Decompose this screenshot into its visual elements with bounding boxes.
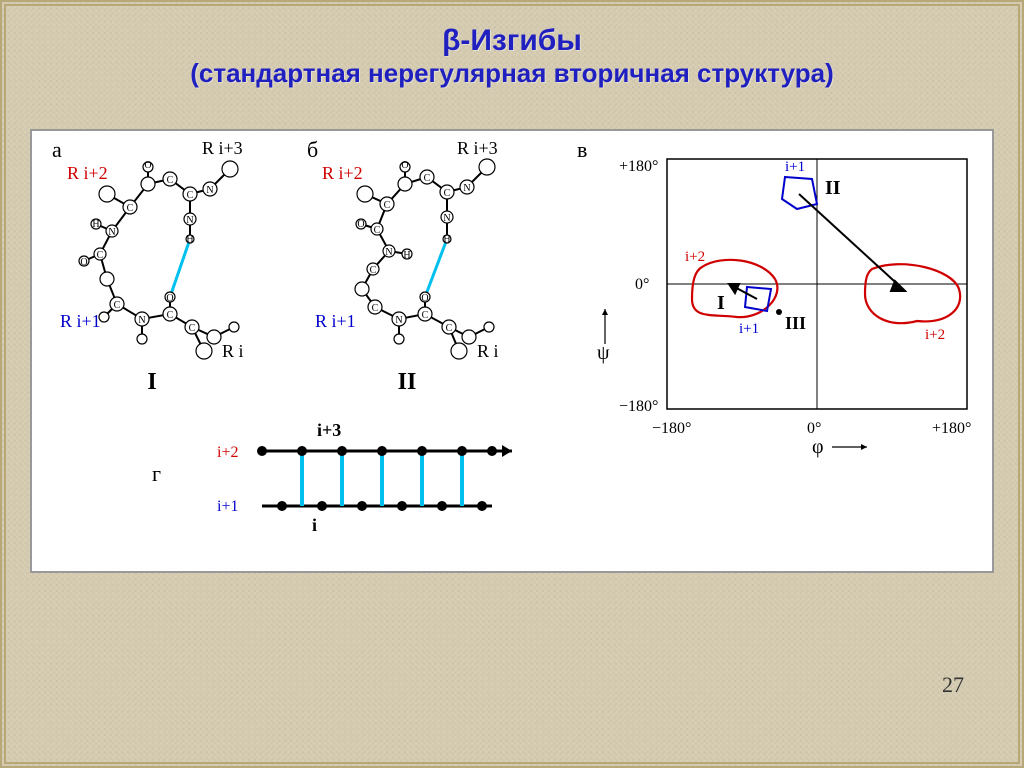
c-I-label: I: [717, 292, 725, 314]
svg-text:O: O: [421, 293, 428, 304]
b-ri3: R i+3: [457, 138, 498, 158]
svg-text:N: N: [206, 185, 213, 196]
svg-text:O: O: [144, 160, 151, 171]
svg-text:C: C: [372, 303, 379, 314]
a-ri2: R i+2: [67, 163, 108, 183]
svg-text:C: C: [374, 225, 381, 236]
b-ri1: R i+1: [315, 311, 356, 331]
b-caption: II: [398, 369, 417, 395]
panel-b: б R i+2 R i+3 R i+1 R i: [307, 137, 499, 395]
a-ri1: R i+1: [60, 311, 101, 331]
d-i3: i+3: [317, 420, 341, 440]
c-region-IIb: [745, 287, 771, 311]
a-hbond: [170, 239, 190, 297]
svg-text:H: H: [443, 234, 450, 245]
figure-svg: а R i+2 R i+3 R i+1 R i: [32, 131, 992, 571]
svg-text:N: N: [385, 247, 392, 258]
svg-text:O: O: [357, 219, 364, 230]
c-point-III: [776, 309, 782, 315]
panel-b-label: б: [307, 137, 318, 162]
d-i2: i+2: [217, 444, 238, 461]
c-III-label: III: [785, 313, 806, 333]
title-block: β-Изгибы (стандартная нерегулярная втори…: [24, 24, 1000, 89]
c-x-mid: 0°: [807, 420, 821, 437]
d-i1: i+1: [217, 498, 238, 515]
b-hbond: [425, 239, 447, 297]
a-caption: I: [147, 369, 156, 395]
svg-text:C: C: [370, 265, 377, 276]
title-line1: β-Изгибы: [24, 24, 1000, 58]
panel-c: в +180° 0° −180° −180° 0° +180° φ: [577, 137, 971, 458]
svg-text:O: O: [80, 257, 87, 268]
panel-d: г i+3 i+2 i+1 i: [152, 420, 512, 535]
c-ylabel: ψ: [597, 342, 610, 364]
a-ri: R i: [222, 341, 244, 361]
c-y-bot: −180°: [619, 398, 658, 415]
svg-text:C: C: [189, 323, 196, 334]
svg-text:C: C: [167, 175, 174, 186]
c-II-sub: i+1: [785, 159, 805, 175]
page-number: 27: [942, 672, 964, 698]
svg-text:N: N: [395, 315, 402, 326]
d-hbonds: [302, 451, 462, 506]
svg-text:H: H: [186, 234, 193, 245]
c-I-sub: i+2: [685, 249, 705, 265]
c-x-left: −180°: [652, 420, 691, 437]
svg-text:N: N: [138, 315, 145, 326]
svg-text:O: O: [166, 293, 173, 304]
svg-text:C: C: [422, 310, 429, 321]
svg-text:C: C: [97, 250, 104, 261]
panel-a-label: а: [52, 137, 62, 162]
a-ri3: R i+3: [202, 138, 243, 158]
svg-text:N: N: [108, 227, 115, 238]
c-y-mid: 0°: [635, 276, 649, 293]
svg-text:C: C: [424, 173, 431, 184]
svg-text:C: C: [127, 203, 134, 214]
b-bonds: [361, 167, 489, 351]
svg-text:C: C: [444, 188, 451, 199]
svg-text:H: H: [403, 250, 410, 261]
c-region-IIc: [865, 264, 960, 323]
svg-text:C: C: [187, 190, 194, 201]
c-xlabel: φ: [812, 436, 824, 458]
panel-c-label: в: [577, 137, 587, 162]
d-rows: [257, 445, 512, 511]
c-x-right: +180°: [932, 420, 971, 437]
title-line2: (стандартная нерегулярная вторичная стру…: [24, 58, 1000, 89]
panel-d-label: г: [152, 461, 161, 486]
b-ri: R i: [477, 341, 499, 361]
c-region-II: [782, 177, 817, 209]
svg-text:C: C: [384, 200, 391, 211]
svg-text:N: N: [186, 215, 193, 226]
c-y-top: +180°: [619, 158, 658, 175]
c-II-label: II: [825, 177, 841, 199]
svg-text:O: O: [401, 160, 408, 171]
svg-text:N: N: [463, 183, 470, 194]
c-IIc-sub: i+2: [925, 327, 945, 343]
panel-a: а R i+2 R i+3 R i+1 R i: [52, 137, 244, 395]
slide-root: β-Изгибы (стандартная нерегулярная втори…: [0, 0, 1024, 768]
figure-area: а R i+2 R i+3 R i+1 R i: [30, 129, 994, 573]
svg-text:H: H: [92, 219, 99, 230]
svg-text:N: N: [443, 213, 450, 224]
d-i: i: [312, 515, 317, 535]
b-atom-letters: OCC NNH CCO NHC CNC OC: [357, 160, 470, 334]
svg-text:C: C: [446, 323, 453, 334]
svg-text:C: C: [167, 310, 174, 321]
c-plot: +180° 0° −180° −180° 0° +180° φ ψ II: [597, 158, 971, 458]
b-ri2: R i+2: [322, 163, 363, 183]
b-atoms: [355, 159, 495, 359]
c-IIb-sub: i+1: [739, 321, 759, 337]
svg-text:C: C: [114, 300, 121, 311]
